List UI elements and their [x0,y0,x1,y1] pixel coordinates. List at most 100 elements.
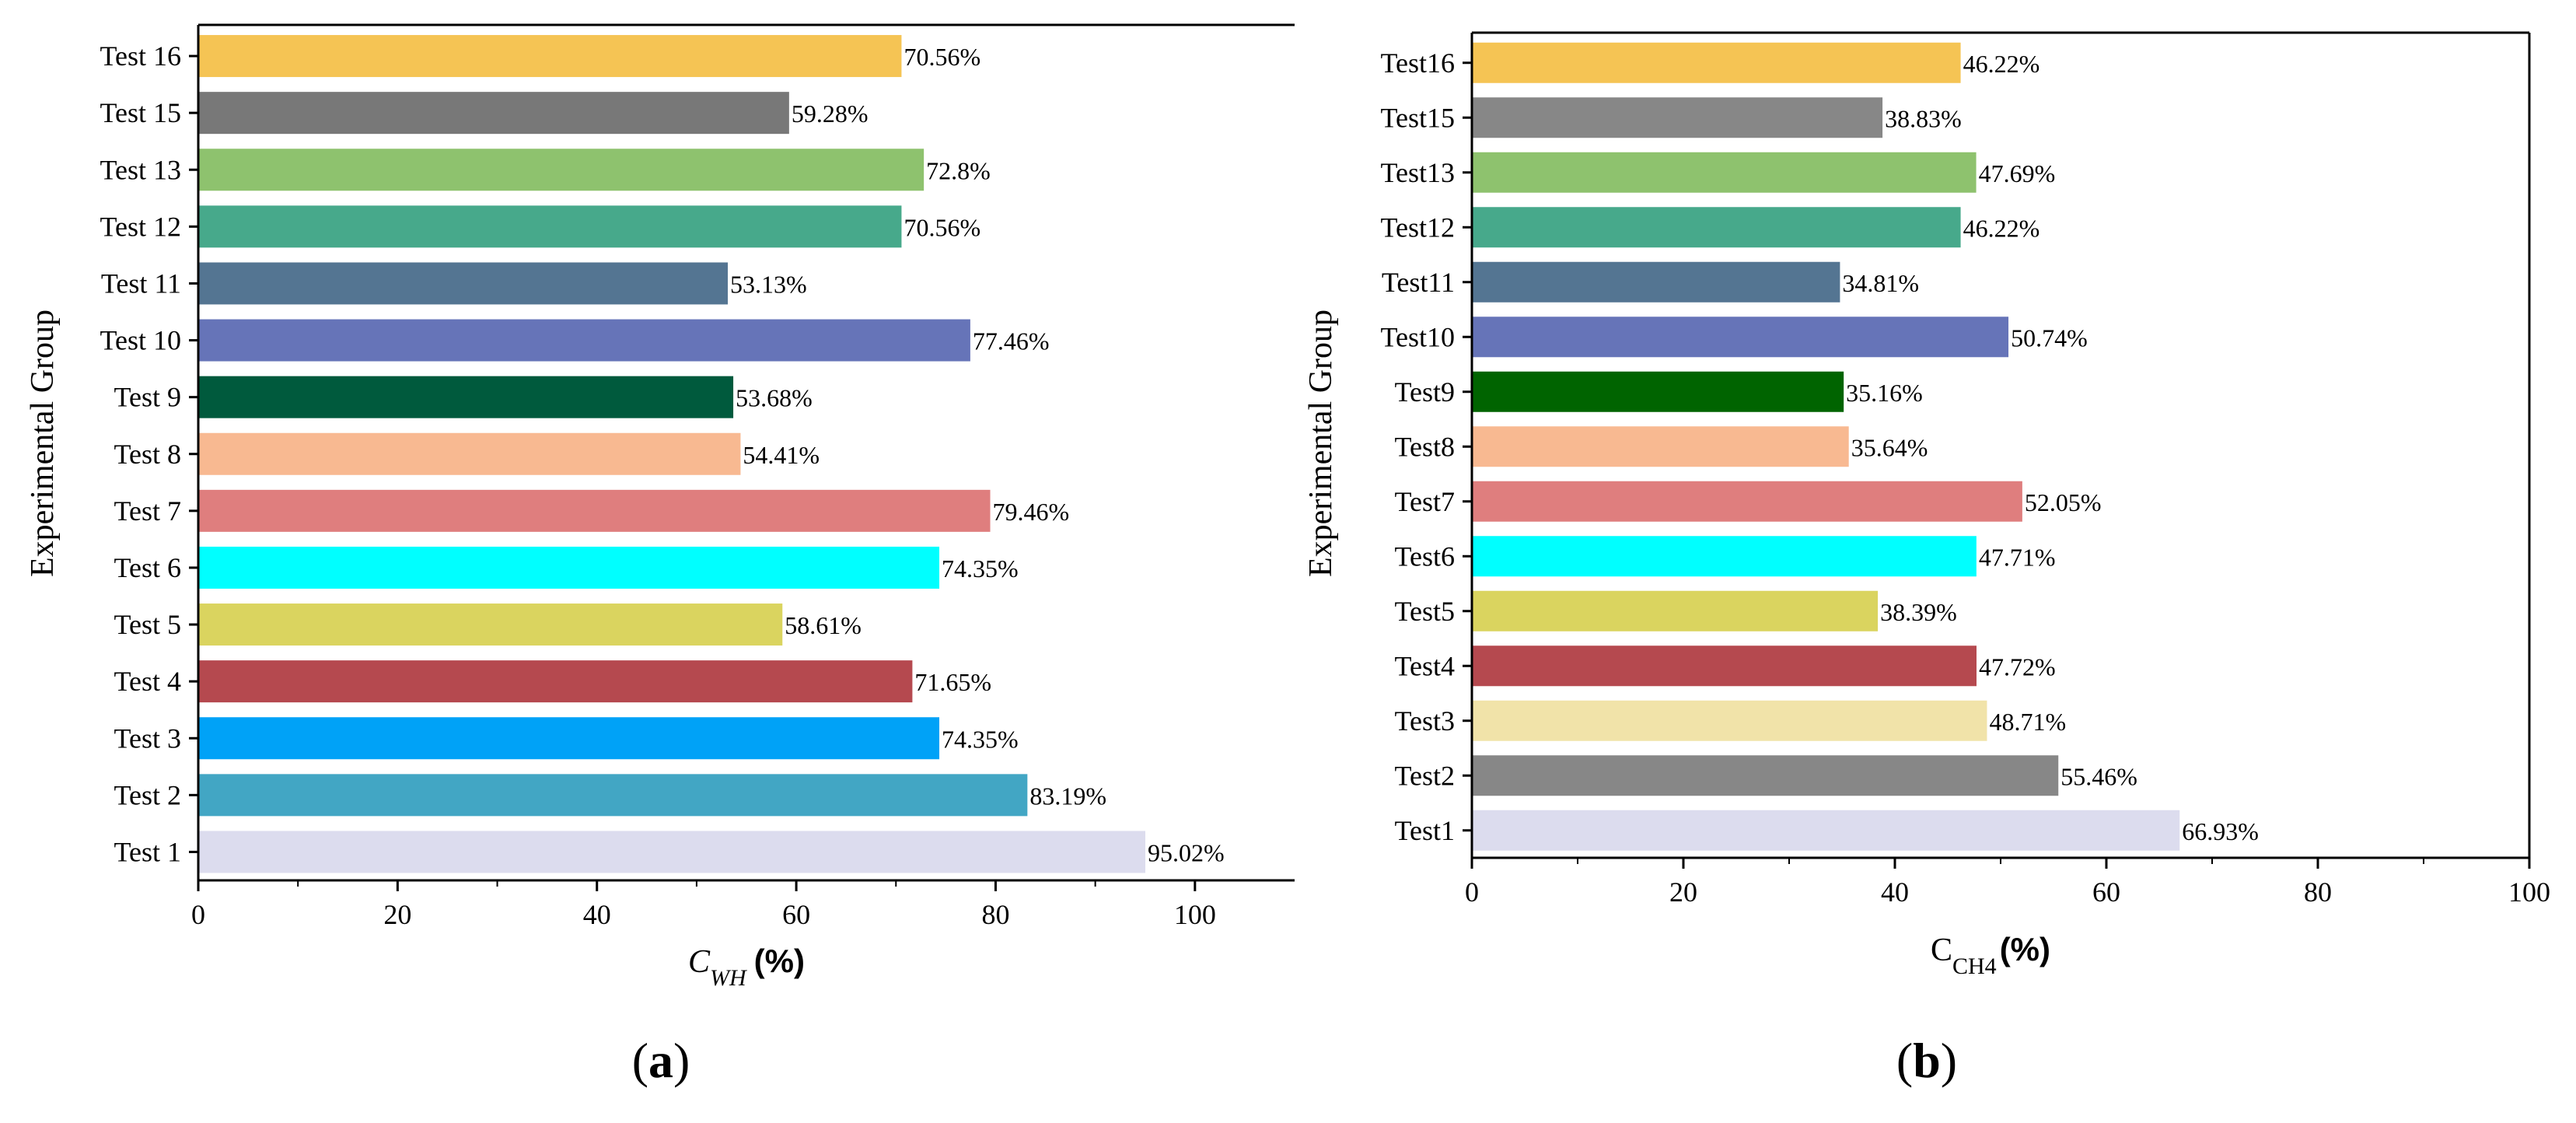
category-label: Test 11 [101,268,181,299]
category-label: Test6 [1395,541,1455,572]
data-label: 58.61% [785,611,862,639]
data-label: 46.22% [1963,214,2040,242]
x-tick-label: 0 [191,899,205,930]
bar-8 [1473,426,1849,467]
category-label: Test 9 [114,382,181,413]
data-label: 52.05% [2025,488,2102,516]
category-label: Test 8 [114,439,181,470]
data-label: 47.69% [1979,159,2056,187]
category-label: Test13 [1381,157,1455,188]
bar-13 [199,149,924,191]
data-label: 77.46% [973,327,1050,355]
panel-label: (b) [1896,1033,1957,1088]
bar-7 [199,489,991,532]
category-label: Test 12 [100,211,181,242]
bar-14 [1473,97,1883,138]
category-label: Test 7 [114,495,181,527]
data-label: 70.56% [904,43,980,71]
bar-1 [199,831,1145,873]
x-tick-label: 60 [2092,876,2120,908]
bar-11 [199,262,729,305]
category-label: Test 1 [114,836,181,867]
data-label: 34.81% [1842,269,1919,297]
x-tick-label: 20 [1669,876,1697,908]
data-label: 59.28% [792,100,869,128]
category-label: Test15 [1381,102,1455,133]
y-axis-title: Experimental Group [25,310,61,577]
bar-5 [1473,590,1879,631]
x-tick-label: 80 [2304,876,2332,908]
data-label: 95.02% [1148,838,1225,866]
data-label: 35.64% [1851,433,1928,461]
bar-10 [1473,317,2009,358]
panel-label: (a) [632,1033,690,1088]
y-axis-title: Experimental Group [1303,310,1339,577]
bar-4 [199,660,913,703]
x-tick-label: 40 [1881,876,1909,908]
x-tick-label: 80 [981,899,1009,930]
bar-5 [199,603,783,646]
data-label: 47.72% [1979,652,2056,680]
data-label: 53.68% [736,384,813,412]
bar-4 [1473,645,1977,687]
bar-15 [199,35,902,78]
bar-3 [199,717,940,760]
category-label: Test 15 [100,97,181,128]
x-tick-label: 20 [383,899,411,930]
x-axis-title: CCH4(%) [1931,931,2050,979]
bar-7 [1473,481,2022,522]
data-label: 53.13% [730,270,807,298]
category-label: Test5 [1395,596,1455,627]
category-label: Test11 [1382,267,1455,298]
data-label: 47.71% [1979,543,2056,571]
category-label: Test16 [1381,47,1455,79]
bar-15 [1473,42,1961,83]
chart-panel-a: Test 1 95.02% Test 2 83.19% Test 3 74.35% Test… [25,23,1295,1088]
data-label: 66.93% [2182,817,2259,845]
bar-1 [1473,810,2180,851]
category-label: Test 10 [100,325,181,356]
data-label: 38.39% [1880,598,1957,626]
category-label: Test 2 [114,779,181,810]
data-label: 74.35% [942,555,1019,582]
bar-12 [199,205,902,248]
bar-14 [199,92,789,135]
data-label: 54.41% [743,441,820,469]
bar-6 [1473,536,1977,577]
bar-3 [1473,700,1987,741]
data-label: 74.35% [942,725,1019,753]
category-label: Test8 [1395,431,1455,462]
category-label: Test 13 [100,154,181,185]
bar-9 [1473,371,1844,412]
category-label: Test12 [1381,212,1455,243]
bar-13 [1473,152,1977,193]
bar-2 [199,774,1028,817]
category-label: Test10 [1381,321,1455,352]
bar-9 [199,376,734,418]
category-label: Test 6 [114,552,181,583]
data-label: 35.16% [1846,379,1923,407]
data-label: 72.8% [926,156,991,184]
category-label: Test9 [1395,376,1455,408]
x-tick-label: 100 [2508,876,2550,908]
data-label: 71.65% [914,668,991,696]
chart-panel-b: Test1 66.93% Test2 55.46% Test3 48.71% Test4 47… [1303,31,2550,1088]
x-tick-label: 60 [782,899,810,930]
category-label: Test 16 [100,40,181,72]
data-label: 38.83% [1885,104,1962,132]
data-label: 79.46% [993,498,1070,526]
data-label: 46.22% [1963,50,2040,78]
category-label: Test1 [1395,815,1455,846]
x-tick-label: 40 [583,899,611,930]
category-label: Test7 [1395,486,1455,517]
data-label: 83.19% [1029,782,1106,810]
bar-12 [1473,207,1961,248]
bar-6 [199,546,940,589]
data-label: 55.46% [2060,762,2137,790]
category-label: Test 3 [114,722,181,754]
bar-2 [1473,755,2059,796]
category-label: Test 5 [114,609,181,640]
data-label: 50.74% [2011,324,2088,352]
data-label: 70.56% [904,213,980,241]
